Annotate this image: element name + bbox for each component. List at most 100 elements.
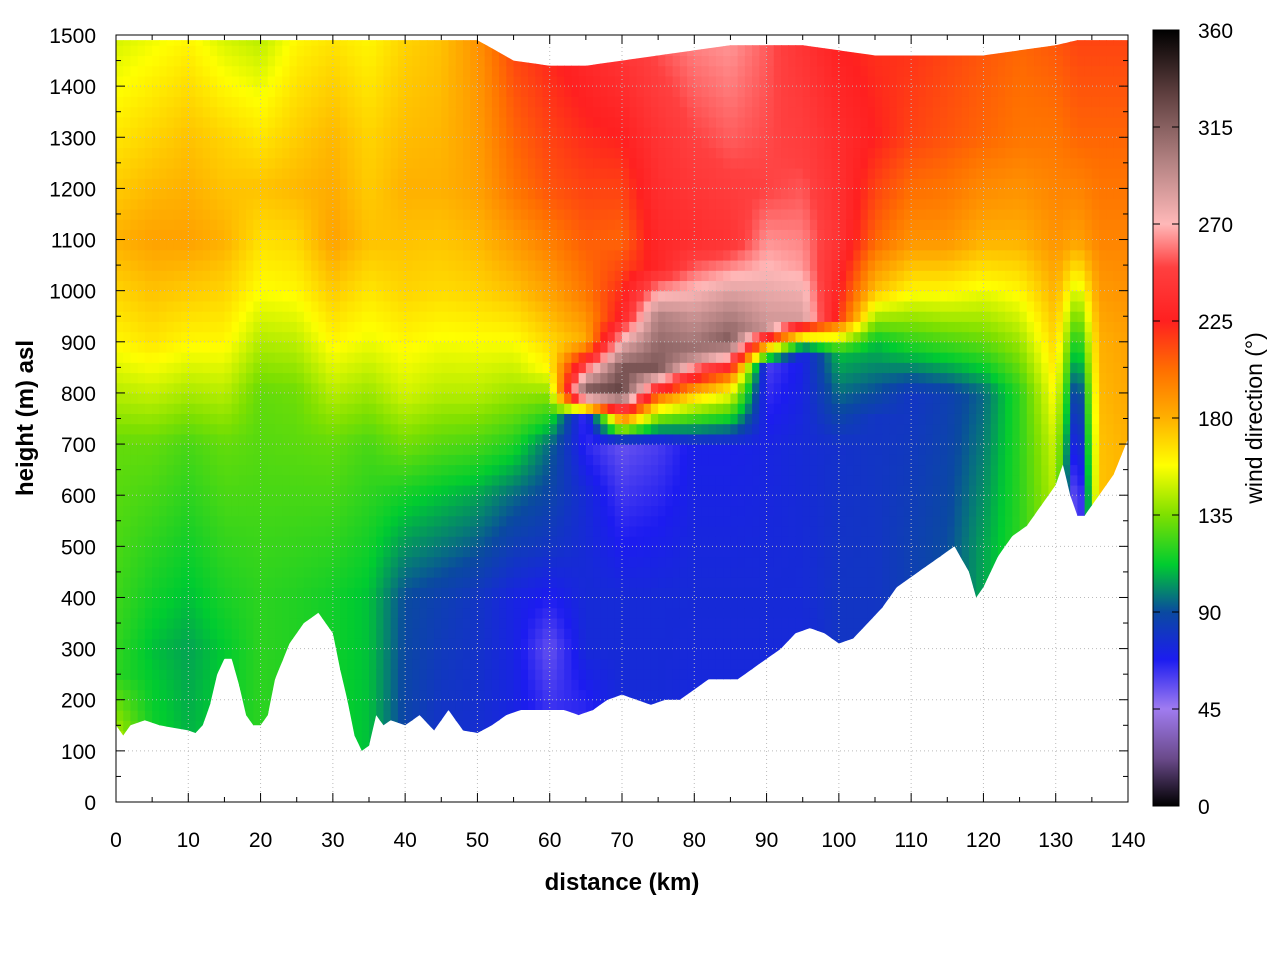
heatmap-cell: [499, 495, 507, 507]
heatmap-cell: [231, 699, 240, 711]
heatmap-cell: [506, 403, 515, 414]
heatmap-cell: [484, 495, 493, 507]
heatmap-cell: [376, 321, 385, 333]
heatmap-cell: [499, 464, 507, 476]
heatmap-cell: [159, 433, 168, 445]
heatmap-cell: [506, 147, 515, 159]
heatmap-cell: [361, 607, 370, 619]
heatmap-cell: [289, 638, 298, 650]
heatmap-cell: [455, 249, 464, 261]
heatmap-cell: [462, 679, 471, 691]
heatmap-cell: [188, 208, 197, 220]
heatmap-cell: [462, 638, 471, 650]
heatmap-cell: [462, 689, 471, 701]
heatmap-cell: [167, 792, 175, 803]
heatmap-cell: [123, 536, 132, 547]
heatmap-cell: [499, 730, 507, 742]
heatmap-cell: [173, 556, 182, 568]
heatmap-cell: [267, 147, 276, 159]
heatmap-cell: [318, 587, 327, 599]
heatmap-cell: [455, 178, 464, 189]
heatmap-cell: [296, 638, 305, 650]
heatmap-cell: [448, 617, 457, 629]
heatmap-cell: [296, 270, 305, 282]
heatmap-cell: [275, 474, 283, 486]
heatmap-cell: [419, 106, 428, 118]
heatmap-cell: [209, 689, 218, 701]
heatmap-cell: [578, 556, 587, 568]
heatmap-cell: [246, 761, 254, 772]
heatmap-cell: [275, 761, 283, 772]
heatmap-cell: [311, 270, 319, 282]
heatmap-cell: [593, 617, 601, 629]
heatmap-cell: [383, 249, 392, 261]
heatmap-cell: [549, 638, 558, 650]
heatmap-cell: [253, 137, 262, 149]
heatmap-cell: [556, 270, 565, 282]
heatmap-cell: [152, 229, 160, 241]
heatmap-cell: [520, 208, 529, 220]
heatmap-cell: [390, 577, 399, 588]
heatmap-cell: [238, 689, 247, 701]
heatmap-cell: [209, 188, 218, 200]
heatmap-cell: [260, 239, 269, 251]
heatmap-cell: [347, 556, 356, 568]
heatmap-cell: [238, 628, 247, 639]
heatmap-cell: [282, 638, 291, 650]
heatmap-cell: [376, 167, 385, 179]
heatmap-cell: [449, 761, 457, 772]
heatmap-cell: [556, 321, 565, 333]
heatmap-cell: [441, 352, 450, 363]
heatmap-cell: [318, 730, 327, 742]
heatmap-cell: [542, 208, 551, 220]
heatmap-cell: [318, 689, 327, 701]
heatmap-cell: [311, 249, 319, 261]
heatmap-cell: [152, 679, 160, 691]
heatmap-cell: [202, 321, 211, 333]
heatmap-cell: [202, 167, 211, 179]
heatmap-cell: [195, 290, 204, 302]
heatmap-cell: [593, 515, 601, 527]
heatmap-cell: [462, 413, 471, 425]
heatmap-cell: [238, 188, 247, 200]
heatmap-cell: [246, 341, 254, 353]
heatmap-cell: [246, 525, 254, 537]
heatmap-cell: [506, 331, 515, 343]
heatmap-cell: [542, 413, 551, 425]
heatmap-cell: [535, 75, 544, 87]
heatmap-cell: [434, 270, 442, 282]
heatmap-cell: [130, 86, 139, 97]
heatmap-cell: [318, 40, 327, 46]
heatmap-cell: [289, 423, 298, 435]
heatmap-cell: [520, 239, 529, 251]
heatmap-cell: [144, 464, 153, 476]
heatmap-cell: [173, 311, 182, 322]
heatmap-cell: [123, 392, 132, 404]
heatmap-cell: [203, 761, 211, 772]
heatmap-cell: [253, 495, 262, 507]
heatmap-cell: [499, 669, 507, 680]
heatmap-cell: [397, 464, 406, 476]
heatmap-cell: [174, 792, 182, 803]
heatmap-cell: [166, 157, 175, 169]
heatmap-cell: [195, 617, 204, 629]
heatmap-cell: [499, 280, 507, 292]
heatmap-cell: [217, 669, 226, 680]
heatmap-cell: [441, 413, 450, 425]
heatmap-cell: [195, 628, 204, 639]
heatmap-cell: [296, 566, 305, 578]
heatmap-cell: [513, 280, 522, 292]
heatmap-cell: [571, 40, 580, 46]
heatmap-cell: [332, 669, 341, 680]
heatmap-cell: [571, 464, 580, 476]
heatmap-cell: [528, 188, 536, 200]
heatmap-cell: [470, 464, 479, 476]
heatmap-cell: [462, 208, 471, 220]
heatmap-cell: [549, 720, 558, 732]
heatmap-cell: [506, 290, 515, 302]
heatmap-cell: [549, 679, 558, 691]
heatmap-cell: [578, 341, 587, 353]
heatmap-cell: [506, 730, 515, 742]
heatmap-cell: [296, 229, 305, 241]
heatmap-cell: [275, 157, 283, 169]
